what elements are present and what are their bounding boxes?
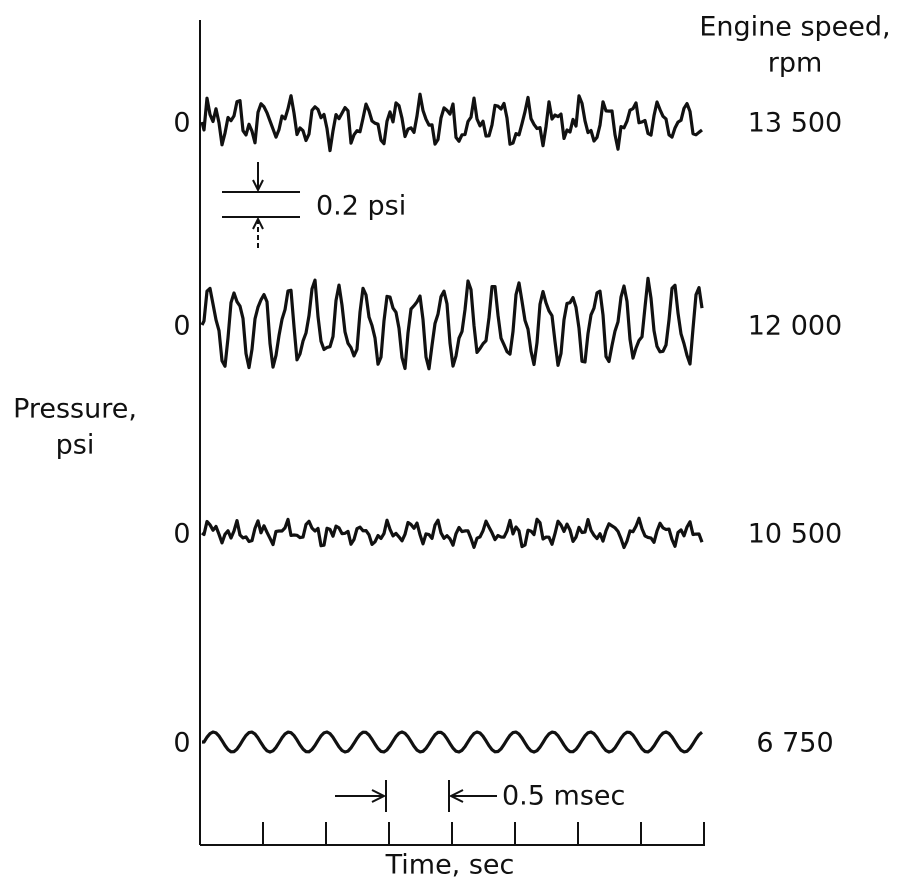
- axes: [199, 20, 705, 846]
- speed-label: 6 750: [756, 728, 833, 759]
- time-scale: 0.5 msec: [335, 780, 625, 812]
- pressure-trace: [201, 516, 704, 550]
- arrowhead: [252, 179, 264, 193]
- y-label-line1: Pressure,: [13, 394, 137, 425]
- zero-label: 0: [173, 519, 190, 550]
- pressure-trace: [202, 730, 703, 754]
- speed-label: 13 500: [748, 108, 842, 139]
- arrowhead: [371, 789, 387, 803]
- arrowhead: [448, 789, 464, 803]
- time-scale-label: 0.5 msec: [502, 781, 625, 812]
- zero-label: 0: [173, 728, 190, 759]
- y-label-line2: psi: [56, 430, 95, 461]
- speed-label: 10 500: [748, 519, 842, 550]
- pressure-trace: [200, 92, 703, 153]
- speed-label: 12 000: [748, 311, 842, 342]
- header-line2: rpm: [768, 48, 823, 79]
- pressure-scale-label: 0.2 psi: [316, 191, 406, 222]
- x-label: Time, sec: [385, 850, 515, 881]
- zero-label: 0: [173, 311, 190, 342]
- zero-label: 0: [173, 108, 190, 139]
- arrowhead: [252, 216, 264, 230]
- header-line1: Engine speed,: [699, 12, 890, 43]
- pressure-trace: [200, 276, 704, 371]
- pressure-scale: 0.2 psi: [222, 162, 406, 250]
